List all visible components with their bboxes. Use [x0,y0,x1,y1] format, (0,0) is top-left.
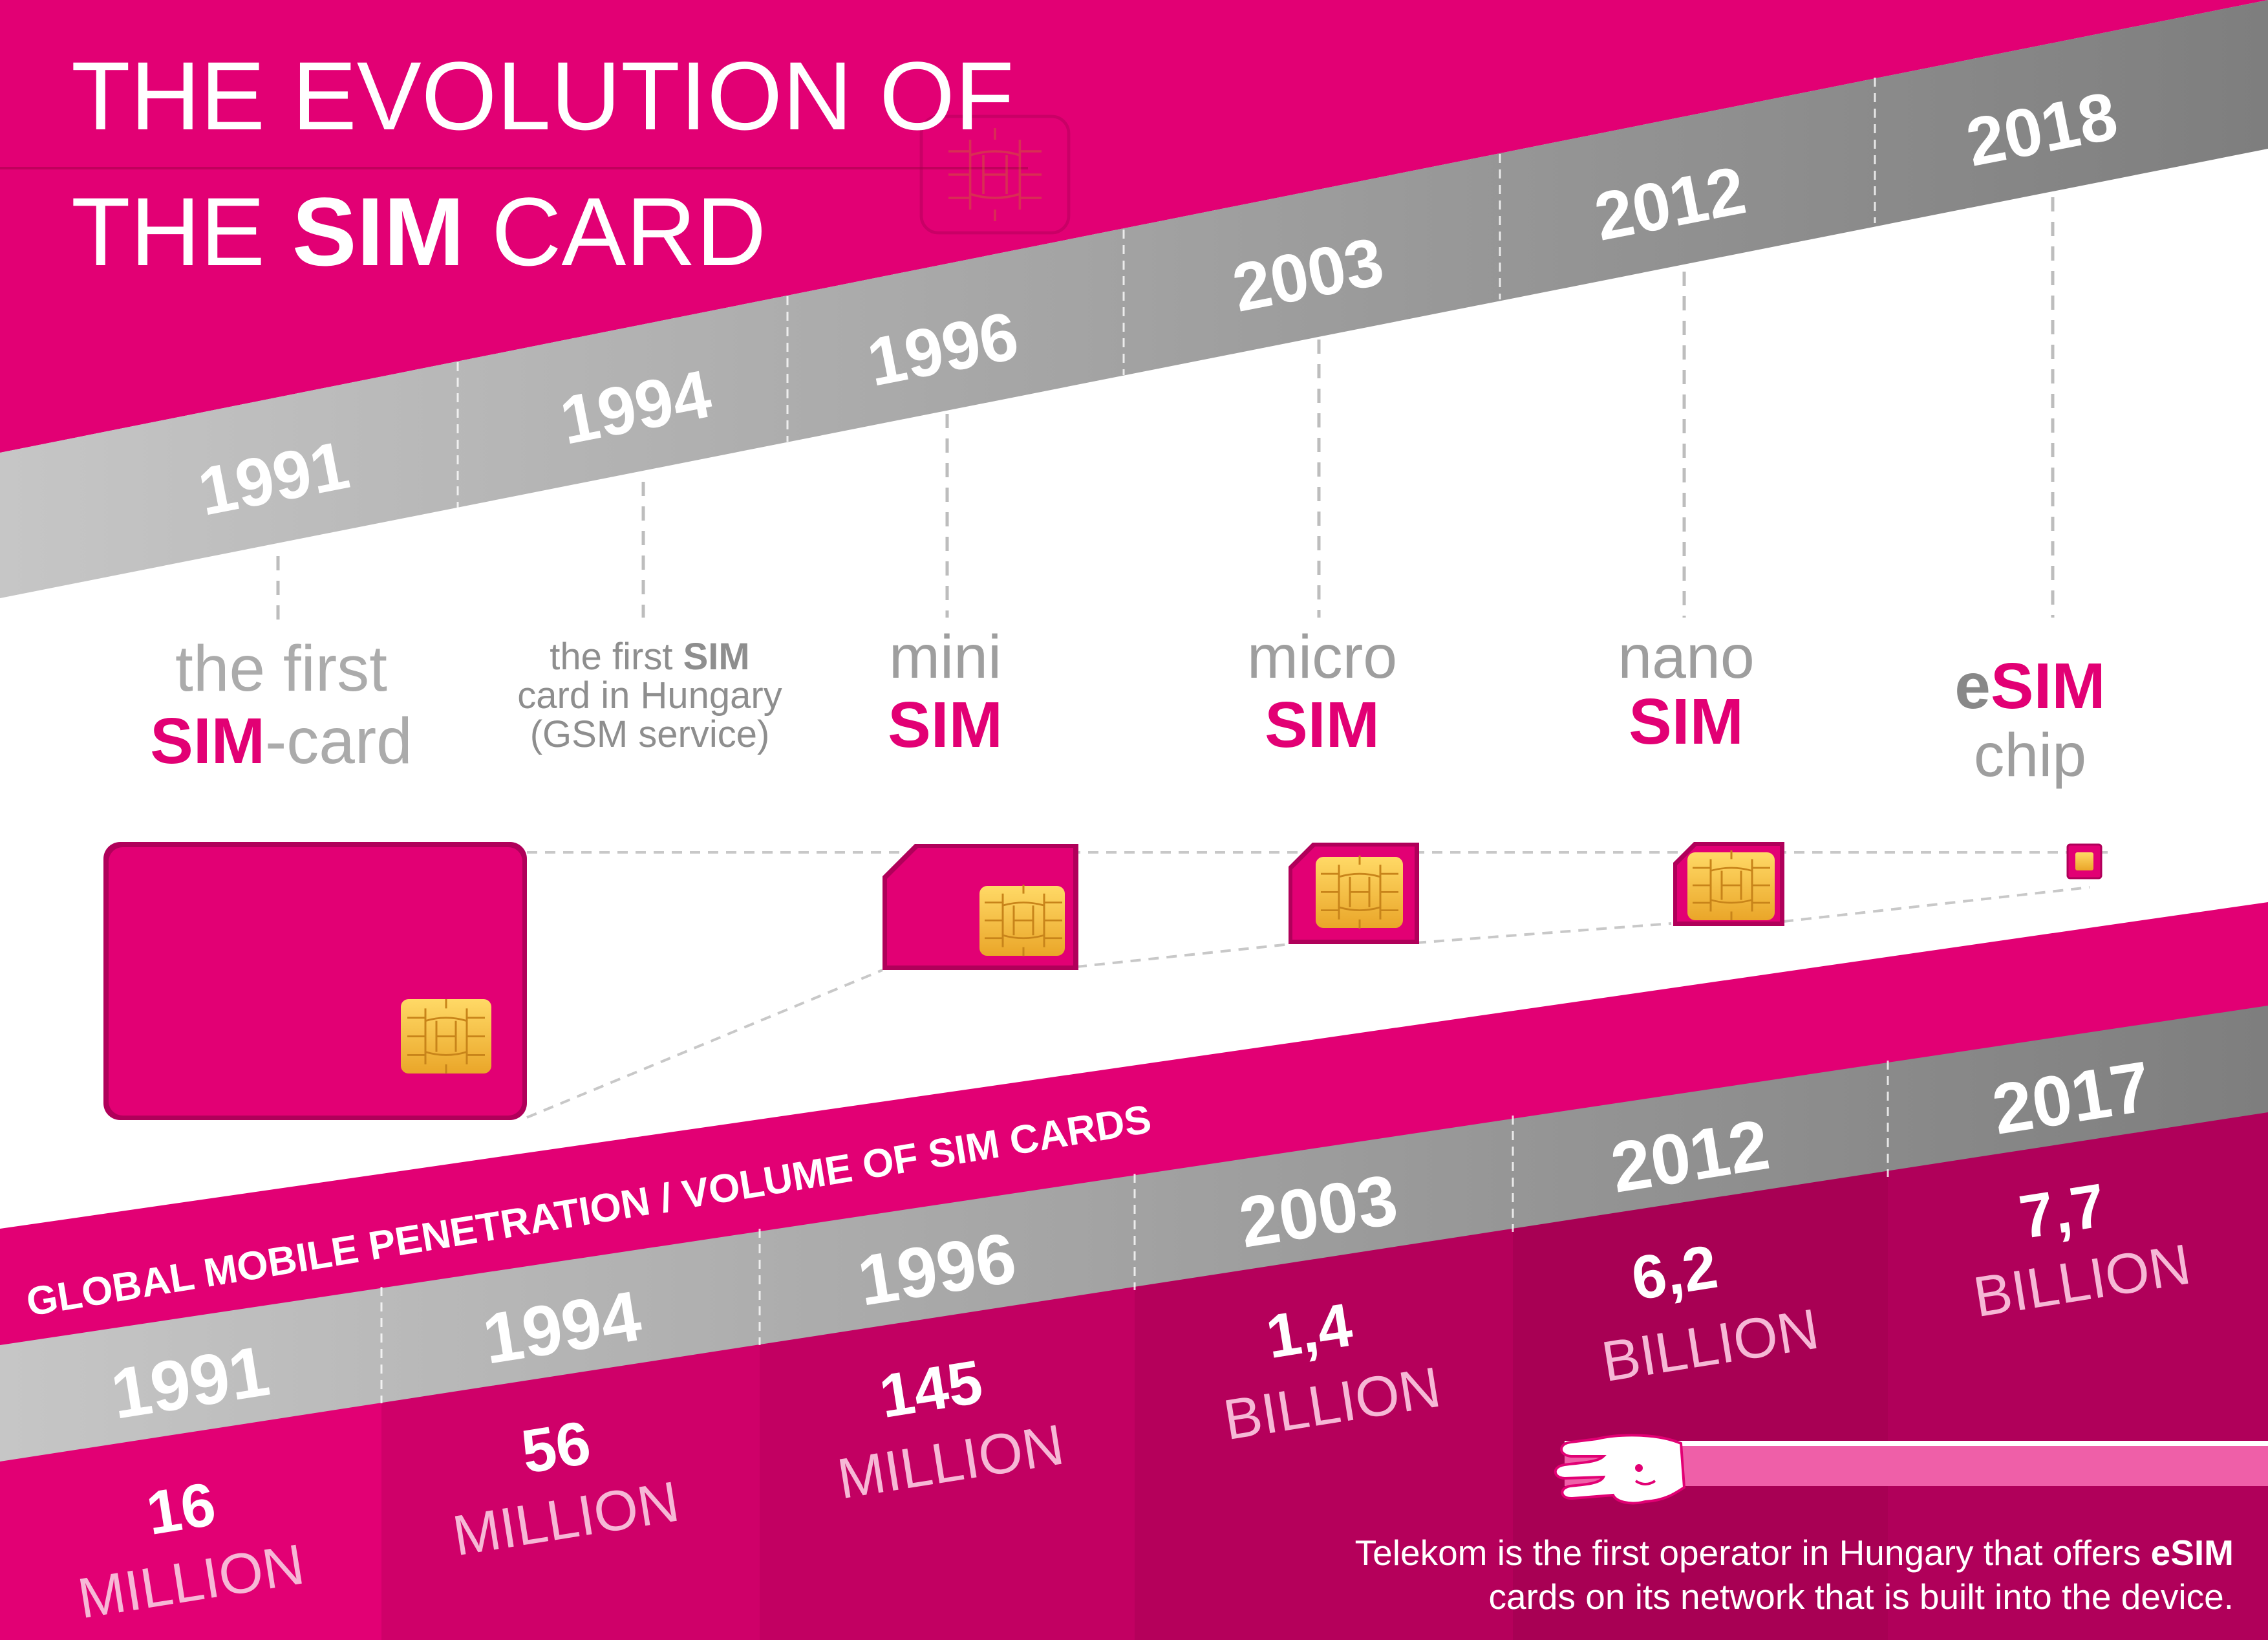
footer-line-2: cards on its network that is built into … [1488,1577,2234,1617]
full-size-sim-card [103,842,527,1120]
bottom-ribbon-dividers [380,1061,1889,1403]
bottom-column-panels [381,1057,2268,1640]
card-labels: the first SIM-card the first SIM card in… [150,623,2106,790]
nano-sim-label-bold: SIM [1629,685,1744,758]
title-line-1: THE EVOLUTION OF [71,41,1014,150]
nano-sim-label-top: nano [1618,623,1754,691]
title-line-2: THE SIM CARD [71,177,766,286]
hungary-sim-label-line2: card in Hungary [517,674,782,717]
micro-sim-label-bold: SIM [1265,689,1380,761]
footer-line-1: Telekom is the first operator in Hungary… [1355,1533,2234,1573]
esim-chip [2066,843,2102,879]
value-2003: 1,4 [1261,1291,1356,1372]
pointing-hand-icon [1554,1434,2268,1505]
esim-label-bottom: chip [1974,721,2086,790]
hungary-sim-label-line3: (GSM service) [530,713,770,755]
chip-watermark-icon [919,114,1071,235]
esim-label-top: eSIM [1954,650,2105,722]
value-2017: 7,7 [2015,1171,2110,1252]
value-1991: 16 [142,1470,220,1548]
top-timeline-ribbon [0,0,2268,598]
micro-sim-card [1289,843,1419,944]
mini-sim-card [883,844,1078,970]
value-1994: 56 [517,1408,595,1487]
first-sim-label-line1: the first [175,632,387,705]
value-1996: 145 [875,1348,987,1431]
micro-sim-label-top: micro [1247,623,1397,691]
size-guides [526,851,2108,1119]
year-connectors [276,197,2055,621]
footer-note: Telekom is the first operator in Hungary… [1355,1533,2234,1617]
first-sim-label-line2: SIM-card [150,705,412,777]
nano-sim-card [1673,842,1784,926]
bottom-timeline-ribbon [0,1006,2268,1462]
page-title: THE EVOLUTION OF THE SIM CARD [71,41,1014,286]
top-ribbon-dividers [456,78,1876,508]
mini-sim-label-top: mini [889,623,1001,691]
mini-sim-label-bold: SIM [888,689,1003,761]
value-2012: 6,2 [1627,1233,1722,1313]
hungary-sim-label-line1: the first SIM [550,636,749,678]
